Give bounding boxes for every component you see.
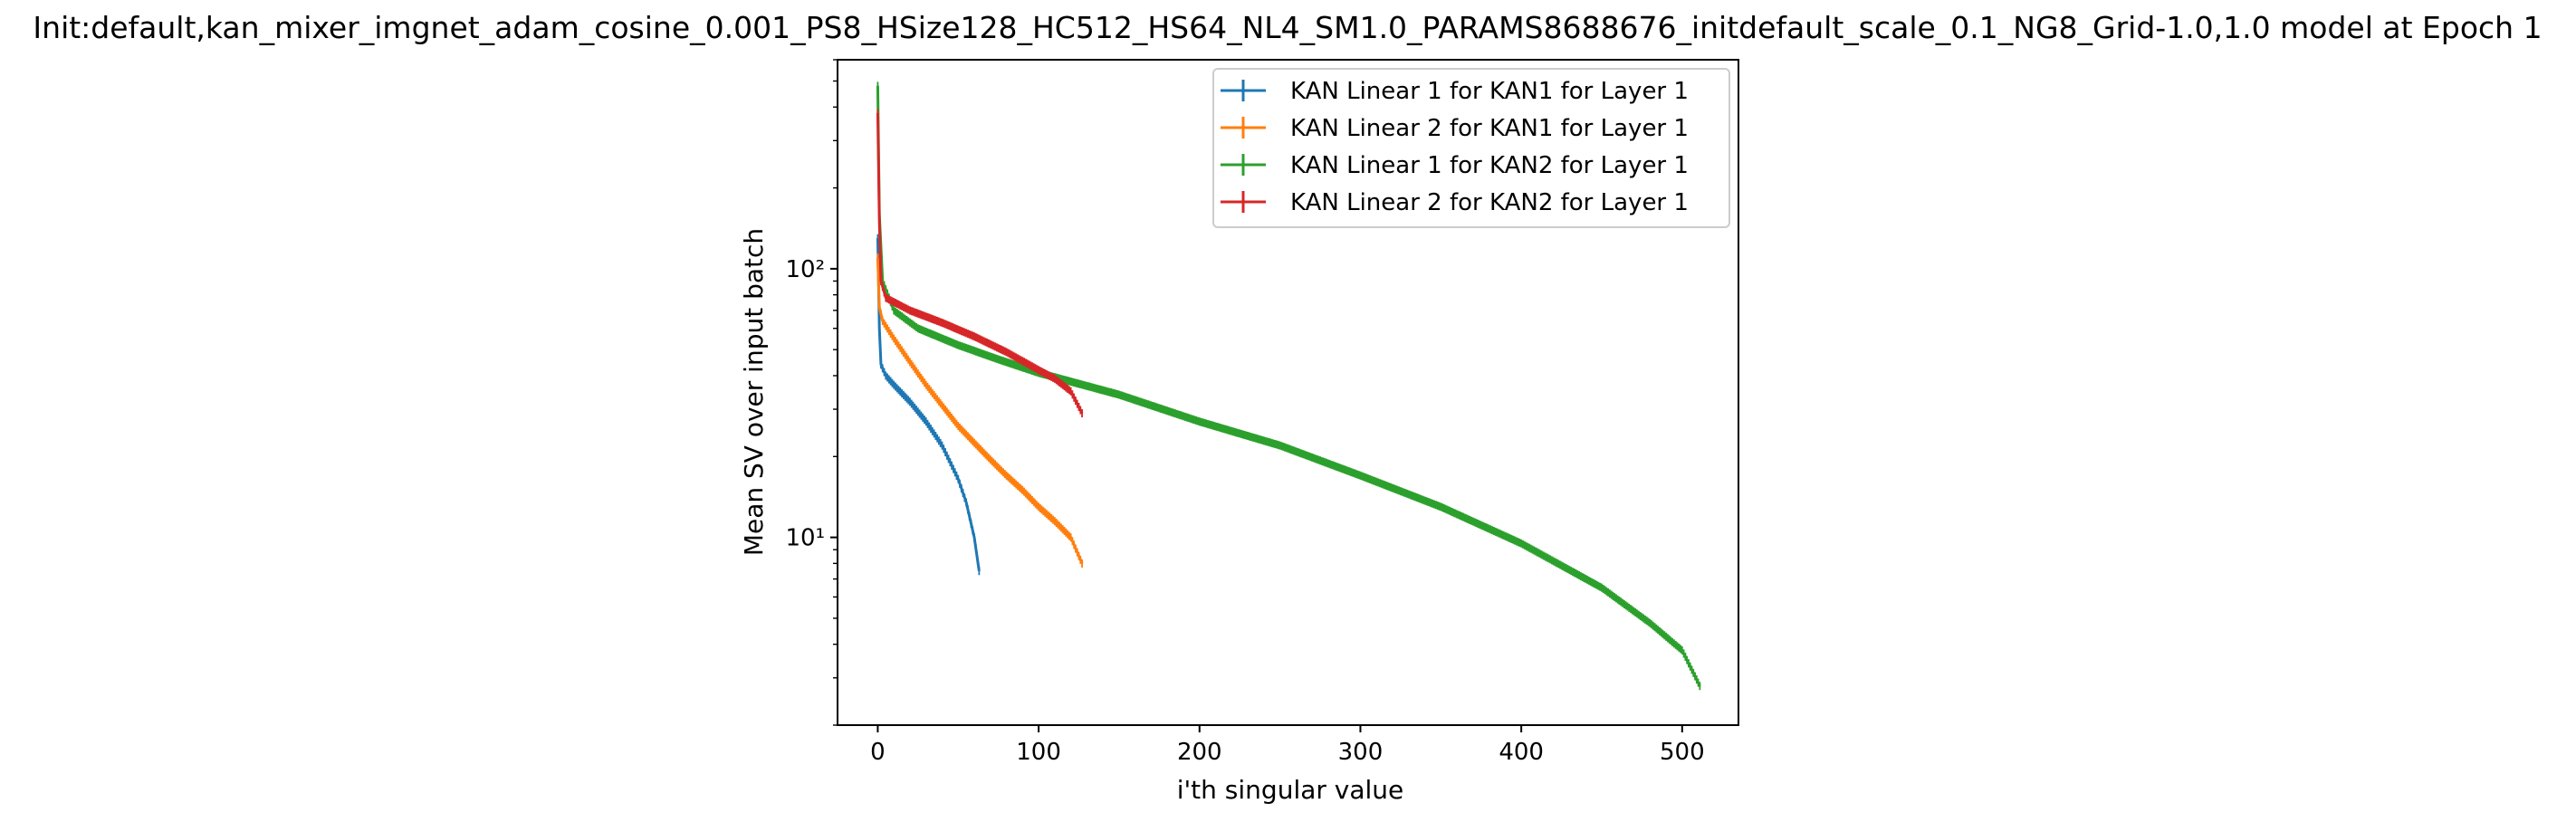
series-2 [876, 253, 1084, 568]
x-tick-label: 200 [1177, 739, 1222, 766]
legend-label: KAN Linear 1 for KAN1 for Layer 1 [1290, 78, 1689, 105]
legend-entry: KAN Linear 1 for KAN1 for Layer 1 [1221, 78, 1689, 105]
series-4-line [876, 112, 1084, 415]
x-tick-label: 300 [1338, 739, 1384, 766]
y-tick-label: 10¹ [785, 525, 825, 552]
series-1-error-bars [876, 234, 981, 576]
series-3-line [876, 85, 1701, 687]
legend-box [1212, 68, 1730, 228]
legend-label: KAN Linear 2 for KAN1 for Layer 1 [1290, 115, 1689, 142]
x-tick-label: 500 [1660, 739, 1705, 766]
chart-title: Init:default,kan_mixer_imgnet_adam_cosin… [33, 10, 2542, 45]
series-2-error-bars [876, 253, 1083, 568]
legend-entry: KAN Linear 2 for KAN1 for Layer 1 [1221, 115, 1689, 142]
y-tick-label: 10² [785, 256, 825, 283]
x-axis: 0 100 200 300 400 500 [870, 725, 1705, 766]
y-axis: 10¹ 10² [785, 59, 838, 726]
plot-area: 0 100 200 300 400 500 10¹ 10² [785, 59, 1739, 766]
legend: KAN Linear 1 for KAN1 for Layer 1 KAN Lin… [1212, 68, 1730, 228]
y-axis-label: Mean SV over input batch [739, 228, 769, 556]
legend-label: KAN Linear 1 for KAN2 for Layer 1 [1290, 152, 1689, 179]
series-1 [876, 234, 981, 576]
x-tick-label: 100 [1016, 739, 1061, 766]
legend-label: KAN Linear 2 for KAN2 for Layer 1 [1290, 189, 1689, 216]
legend-entry: KAN Linear 2 for KAN2 for Layer 1 [1221, 189, 1689, 216]
series-4 [876, 109, 1084, 417]
series-4-error-bars [876, 109, 1083, 417]
legend-entry: KAN Linear 1 for KAN2 for Layer 1 [1221, 152, 1689, 179]
series-1-line [876, 238, 981, 571]
x-tick-label: 0 [870, 739, 886, 766]
series-2-line [876, 257, 1084, 564]
plot-frame [837, 59, 1739, 726]
series-layer [876, 81, 1701, 691]
x-axis-label: i'th singular value [1177, 775, 1404, 805]
x-tick-label: 400 [1499, 739, 1544, 766]
